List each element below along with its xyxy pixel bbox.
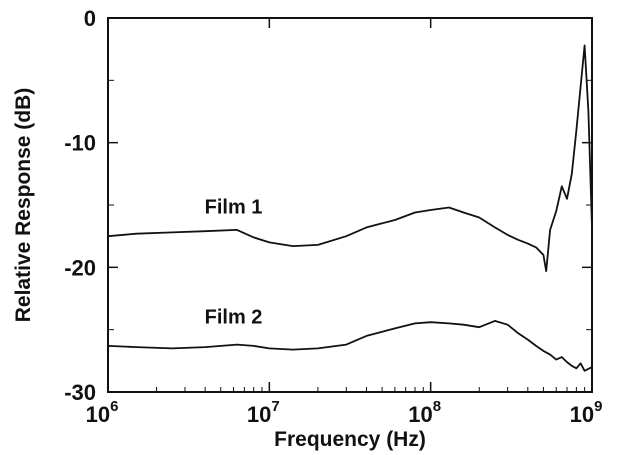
y-tick-label: 0 xyxy=(84,6,96,31)
x-axis-title: Frequency (Hz) xyxy=(274,428,426,451)
x-tick-label: 106 xyxy=(86,398,119,427)
series-line-film-2 xyxy=(107,319,593,372)
series-lines xyxy=(107,44,593,372)
series-label-film-1: Film 1 xyxy=(205,197,263,219)
y-axis-ticks: 0 -10 -20 -30 xyxy=(64,6,592,405)
series-line-film-1 xyxy=(107,44,593,273)
x-tick-label-exponent: 9 xyxy=(594,398,602,415)
x-tick-label-exponent: 6 xyxy=(110,398,118,415)
series-label-film-2: Film 2 xyxy=(205,306,263,328)
x-tick-label-exponent: 7 xyxy=(271,398,279,415)
y-tick-label: -30 xyxy=(64,380,96,405)
y-tick-label: -10 xyxy=(64,131,96,156)
x-tick-label-base: 10 xyxy=(570,402,594,427)
y-tick-label: -20 xyxy=(64,255,96,280)
x-tick-label: 108 xyxy=(408,398,441,427)
x-tick-label: 107 xyxy=(247,398,280,427)
plot-area-frame xyxy=(107,17,593,393)
series-labels: Film 1 Film 2 xyxy=(205,197,263,329)
y-axis-title: Relative Response (dB) xyxy=(12,88,35,323)
x-axis-ticks: 106 107 108 109 xyxy=(86,18,603,427)
x-tick-label-exponent: 8 xyxy=(433,398,441,415)
x-tick-label-base: 10 xyxy=(408,402,432,427)
x-tick-label-base: 10 xyxy=(86,402,110,427)
x-tick-label-base: 10 xyxy=(247,402,271,427)
x-tick-label: 109 xyxy=(570,398,603,427)
